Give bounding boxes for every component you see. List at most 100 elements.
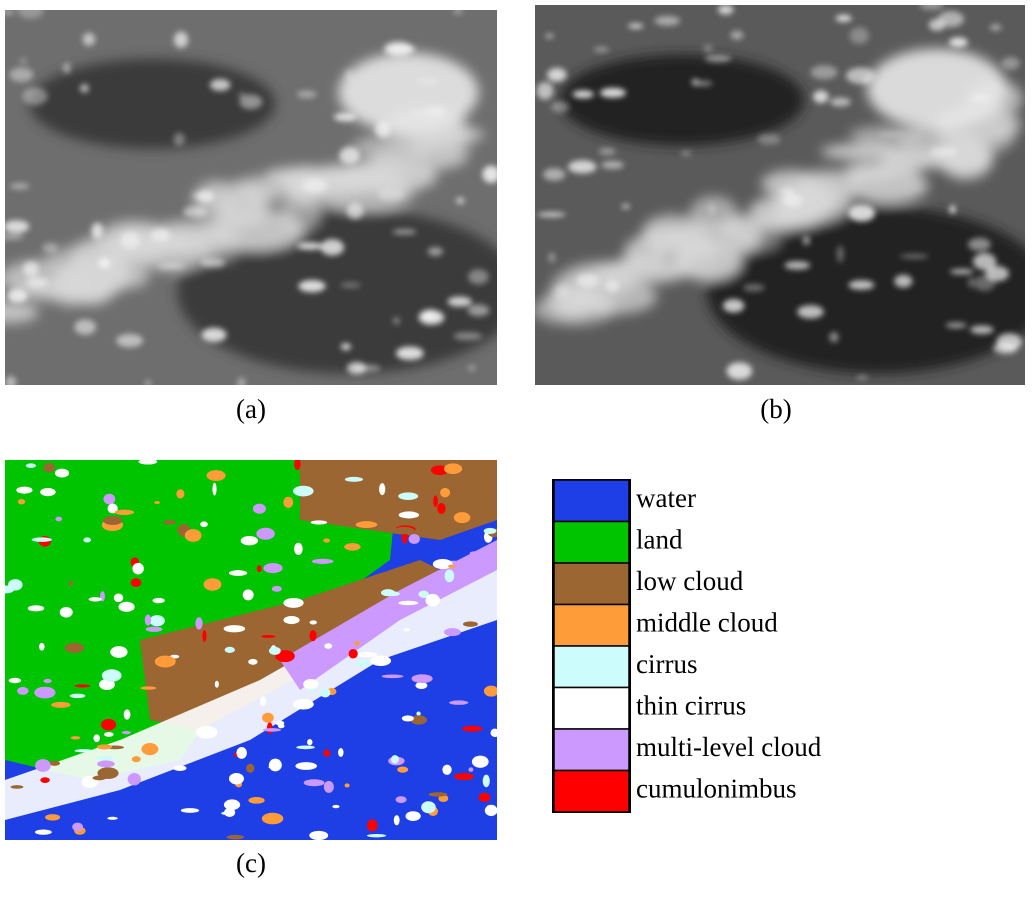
class-spot [107, 817, 118, 820]
class-spot [367, 834, 386, 837]
cloud-spot [10, 183, 29, 189]
cloud-spot [970, 325, 994, 334]
class-spot [229, 570, 247, 576]
class-spot [462, 726, 483, 732]
class-spot [324, 781, 334, 793]
cloud-spot [900, 254, 929, 259]
legend-label: cirrus [636, 649, 697, 679]
class-spot [320, 688, 330, 698]
class-spot [75, 684, 90, 687]
class-spot [398, 601, 418, 605]
cloud-spot [543, 168, 565, 181]
cloud-spot [468, 366, 475, 371]
cloud-spot [151, 229, 171, 242]
class-spot [128, 773, 141, 785]
cloud-spot [183, 206, 207, 217]
cloud-spot [536, 82, 553, 100]
class-spot [51, 702, 70, 708]
class-spot [132, 756, 141, 762]
cloud-spot [970, 96, 990, 100]
class-spot [83, 537, 91, 542]
cloud-spot [239, 94, 262, 109]
class-spot [416, 712, 420, 716]
class-spot [35, 759, 51, 772]
cloud-spot [950, 269, 974, 274]
class-spot [261, 635, 275, 638]
class-spot [60, 607, 73, 618]
class-spot [344, 543, 360, 550]
legend-swatch [554, 605, 629, 647]
class-spot [11, 785, 24, 789]
class-spot [243, 589, 254, 600]
cloud-spot [447, 296, 471, 306]
class-spot [323, 538, 330, 542]
class-spot [269, 759, 282, 772]
cloud-spot [836, 15, 852, 22]
class-spot [176, 489, 184, 498]
class-spot [69, 581, 73, 586]
class-spot [202, 630, 206, 642]
class-spot [65, 643, 84, 653]
cloud-spot [857, 376, 868, 380]
class-spot [97, 744, 112, 749]
cloud-spot [297, 242, 323, 249]
class-spot [391, 755, 399, 764]
cloud-spot [1002, 57, 1020, 70]
class-spot [293, 699, 314, 710]
cloud-spot [797, 305, 824, 318]
class-spot [379, 483, 385, 495]
class-spot [396, 796, 407, 803]
cloud-spot [238, 378, 246, 388]
cloud-spot [4, 220, 29, 233]
class-spot [124, 709, 131, 719]
cloud-spot [345, 69, 354, 82]
class-spot [393, 527, 414, 534]
cloud-spot [743, 284, 765, 292]
class-spot [268, 766, 280, 769]
class-spot [463, 621, 478, 627]
class-spot [411, 715, 427, 724]
class-spot [28, 605, 44, 611]
class-spot [35, 830, 52, 835]
class-spot [227, 835, 244, 840]
class-spot [399, 511, 419, 518]
cloud [215, 190, 269, 227]
legend-label: thin cirrus [636, 690, 746, 720]
class-spot [397, 766, 408, 772]
class-spot [283, 497, 293, 508]
cloud-spot [80, 84, 89, 93]
class-spot [294, 458, 300, 470]
cloud-spot [850, 27, 870, 44]
class-spot [103, 516, 122, 525]
legend-label: low cloud [636, 566, 744, 596]
legend-label: middle cloud [636, 607, 778, 637]
class-spot [43, 679, 51, 683]
class-spot [263, 563, 282, 573]
class-spot [55, 517, 62, 522]
cloud-spot [654, 16, 680, 26]
class-spot [141, 743, 158, 755]
class-spot [173, 765, 186, 771]
class-spot [93, 734, 99, 742]
cloud-spot [863, 79, 869, 84]
panel-label: (b) [760, 394, 791, 424]
cloud-spot [837, 246, 844, 263]
class-spot [445, 569, 455, 582]
satellite-image-b [532, 0, 1034, 385]
cloud-spot [950, 205, 956, 214]
class-spot [110, 646, 127, 658]
cloud-spot [779, 188, 794, 194]
cloud-spot [930, 147, 958, 156]
cloud-spot [568, 160, 596, 173]
class-spot [491, 729, 500, 737]
class-spot [323, 750, 330, 757]
cloud-spot [993, 343, 1018, 354]
class-spot [311, 520, 327, 524]
legend-swatch [554, 646, 629, 688]
class-spot [236, 747, 246, 759]
class-spot [429, 792, 448, 796]
cloud-spot [482, 166, 500, 183]
class-spot [437, 503, 445, 514]
class-spot [355, 641, 360, 646]
